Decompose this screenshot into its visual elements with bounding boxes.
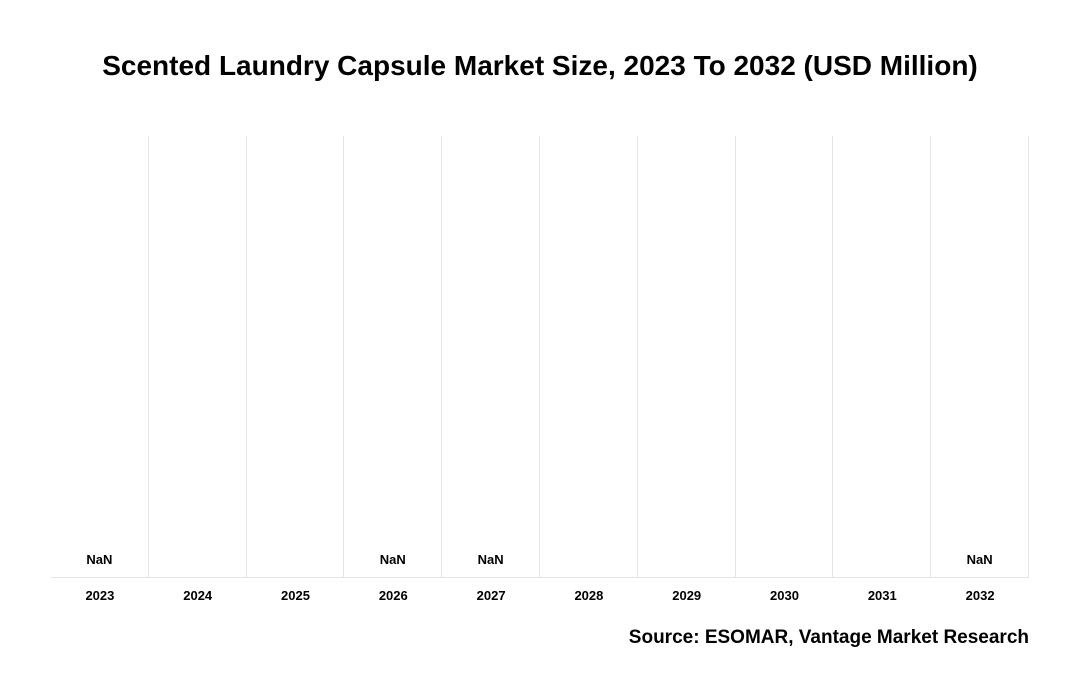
x-tick-label: 2032 — [931, 588, 1029, 603]
chart-container: Scented Laundry Capsule Market Size, 202… — [0, 0, 1080, 700]
x-tick-label: 2029 — [638, 588, 736, 603]
grid-column: NaN — [51, 136, 149, 577]
grid-column: NaN — [931, 136, 1029, 577]
value-label: NaN — [51, 552, 148, 567]
x-tick-label: 2031 — [833, 588, 931, 603]
grid-column: NaN — [442, 136, 540, 577]
x-tick-label: 2025 — [247, 588, 345, 603]
x-tick-label: 2028 — [540, 588, 638, 603]
grid-column — [247, 136, 345, 577]
value-label: NaN — [931, 552, 1028, 567]
x-tick-label: 2024 — [149, 588, 247, 603]
value-label: NaN — [442, 552, 539, 567]
value-label: NaN — [344, 552, 441, 567]
grid-column — [833, 136, 931, 577]
x-tick-label: 2030 — [736, 588, 834, 603]
grid-column — [149, 136, 247, 577]
x-tick-label: 2027 — [442, 588, 540, 603]
grid-column: NaN — [344, 136, 442, 577]
x-tick-label: 2026 — [344, 588, 442, 603]
source-text: Source: ESOMAR, Vantage Market Research — [629, 627, 1029, 649]
grid-column — [638, 136, 736, 577]
chart-title: Scented Laundry Capsule Market Size, 202… — [0, 50, 1080, 82]
x-tick-label: 2023 — [51, 588, 149, 603]
x-axis-labels: 2023 2024 2025 2026 2027 2028 2029 2030 … — [51, 588, 1029, 604]
grid-column — [736, 136, 834, 577]
plot-area: NaN NaN NaN NaN — [51, 136, 1029, 578]
grid-column — [540, 136, 638, 577]
